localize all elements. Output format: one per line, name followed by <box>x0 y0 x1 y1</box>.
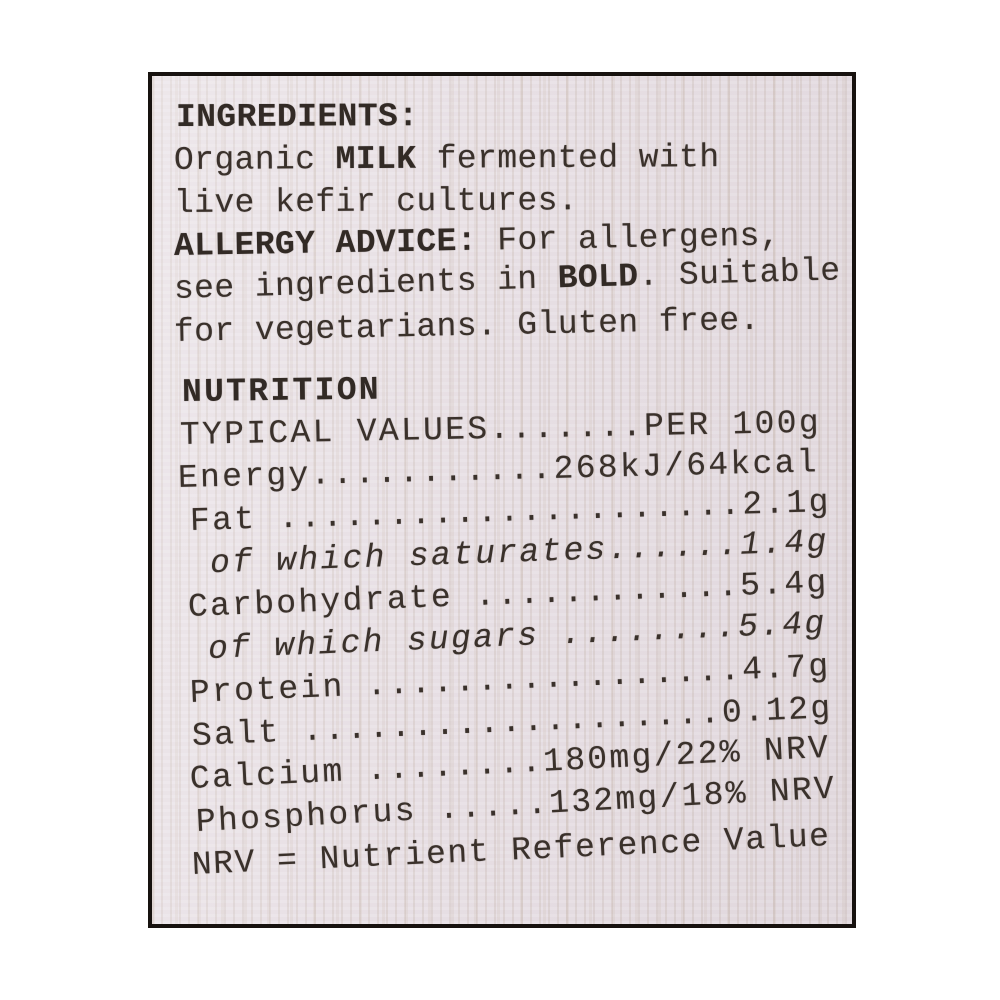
ingredients-heading-text: INGREDIENTS: <box>175 98 419 136</box>
ingredients-text: live kefir cultures. <box>173 182 579 222</box>
nutrient-value: 5.4g <box>739 564 830 605</box>
dot-leader: ....... <box>489 408 645 449</box>
dot-leader: ..... <box>437 785 551 829</box>
column-label-typical-values: TYPICAL VALUES <box>179 411 490 454</box>
ingredients-text: Organic <box>173 141 336 179</box>
nutrient-value: 5.4g <box>737 605 828 646</box>
column-label-per-100g: PER 100g <box>643 404 822 446</box>
nutrient-name: Fat <box>189 500 279 540</box>
nutrition-heading-text: NUTRITION <box>181 371 382 411</box>
nutrient-name: Calcium <box>189 752 368 798</box>
allergy-text: for vegetarians. Gluten free. <box>173 301 761 351</box>
nutrient-value: 0.12g <box>721 690 834 732</box>
nutrient-name: Energy <box>177 456 312 497</box>
dot-leader: ........... <box>310 450 555 494</box>
ingredients-heading: INGREDIENTS: <box>176 94 846 139</box>
ingredients-line: Organic MILK fermented with <box>174 135 846 182</box>
allergy-text: BOLD <box>557 258 640 298</box>
dot-leader: ........ <box>365 743 545 790</box>
nutrient-value: 4.7g <box>741 648 832 689</box>
nutrient-value: 2.1g <box>741 483 832 524</box>
nutrient-value: 268kJ/64kcal <box>553 444 820 488</box>
dot-leader: ........ <box>560 608 739 654</box>
dot-leader: ...... <box>607 526 741 569</box>
label-text-block: INGREDIENTS: Organic MILK fermented with l… <box>173 94 846 887</box>
nutrient-value: 1.4g <box>739 523 830 564</box>
ingredients-text: MILK <box>335 140 417 179</box>
product-label: INGREDIENTS: Organic MILK fermented with l… <box>148 72 856 928</box>
ingredients-text: fermented with <box>416 139 720 178</box>
nutrient-name: Protein <box>189 667 368 712</box>
allergy-text: . Suitable <box>638 252 842 296</box>
allergy-text: ALLERGY ADVICE: <box>173 222 478 265</box>
nutrient-name: Salt <box>191 713 304 755</box>
allergy-text: see ingredients in <box>173 260 559 308</box>
